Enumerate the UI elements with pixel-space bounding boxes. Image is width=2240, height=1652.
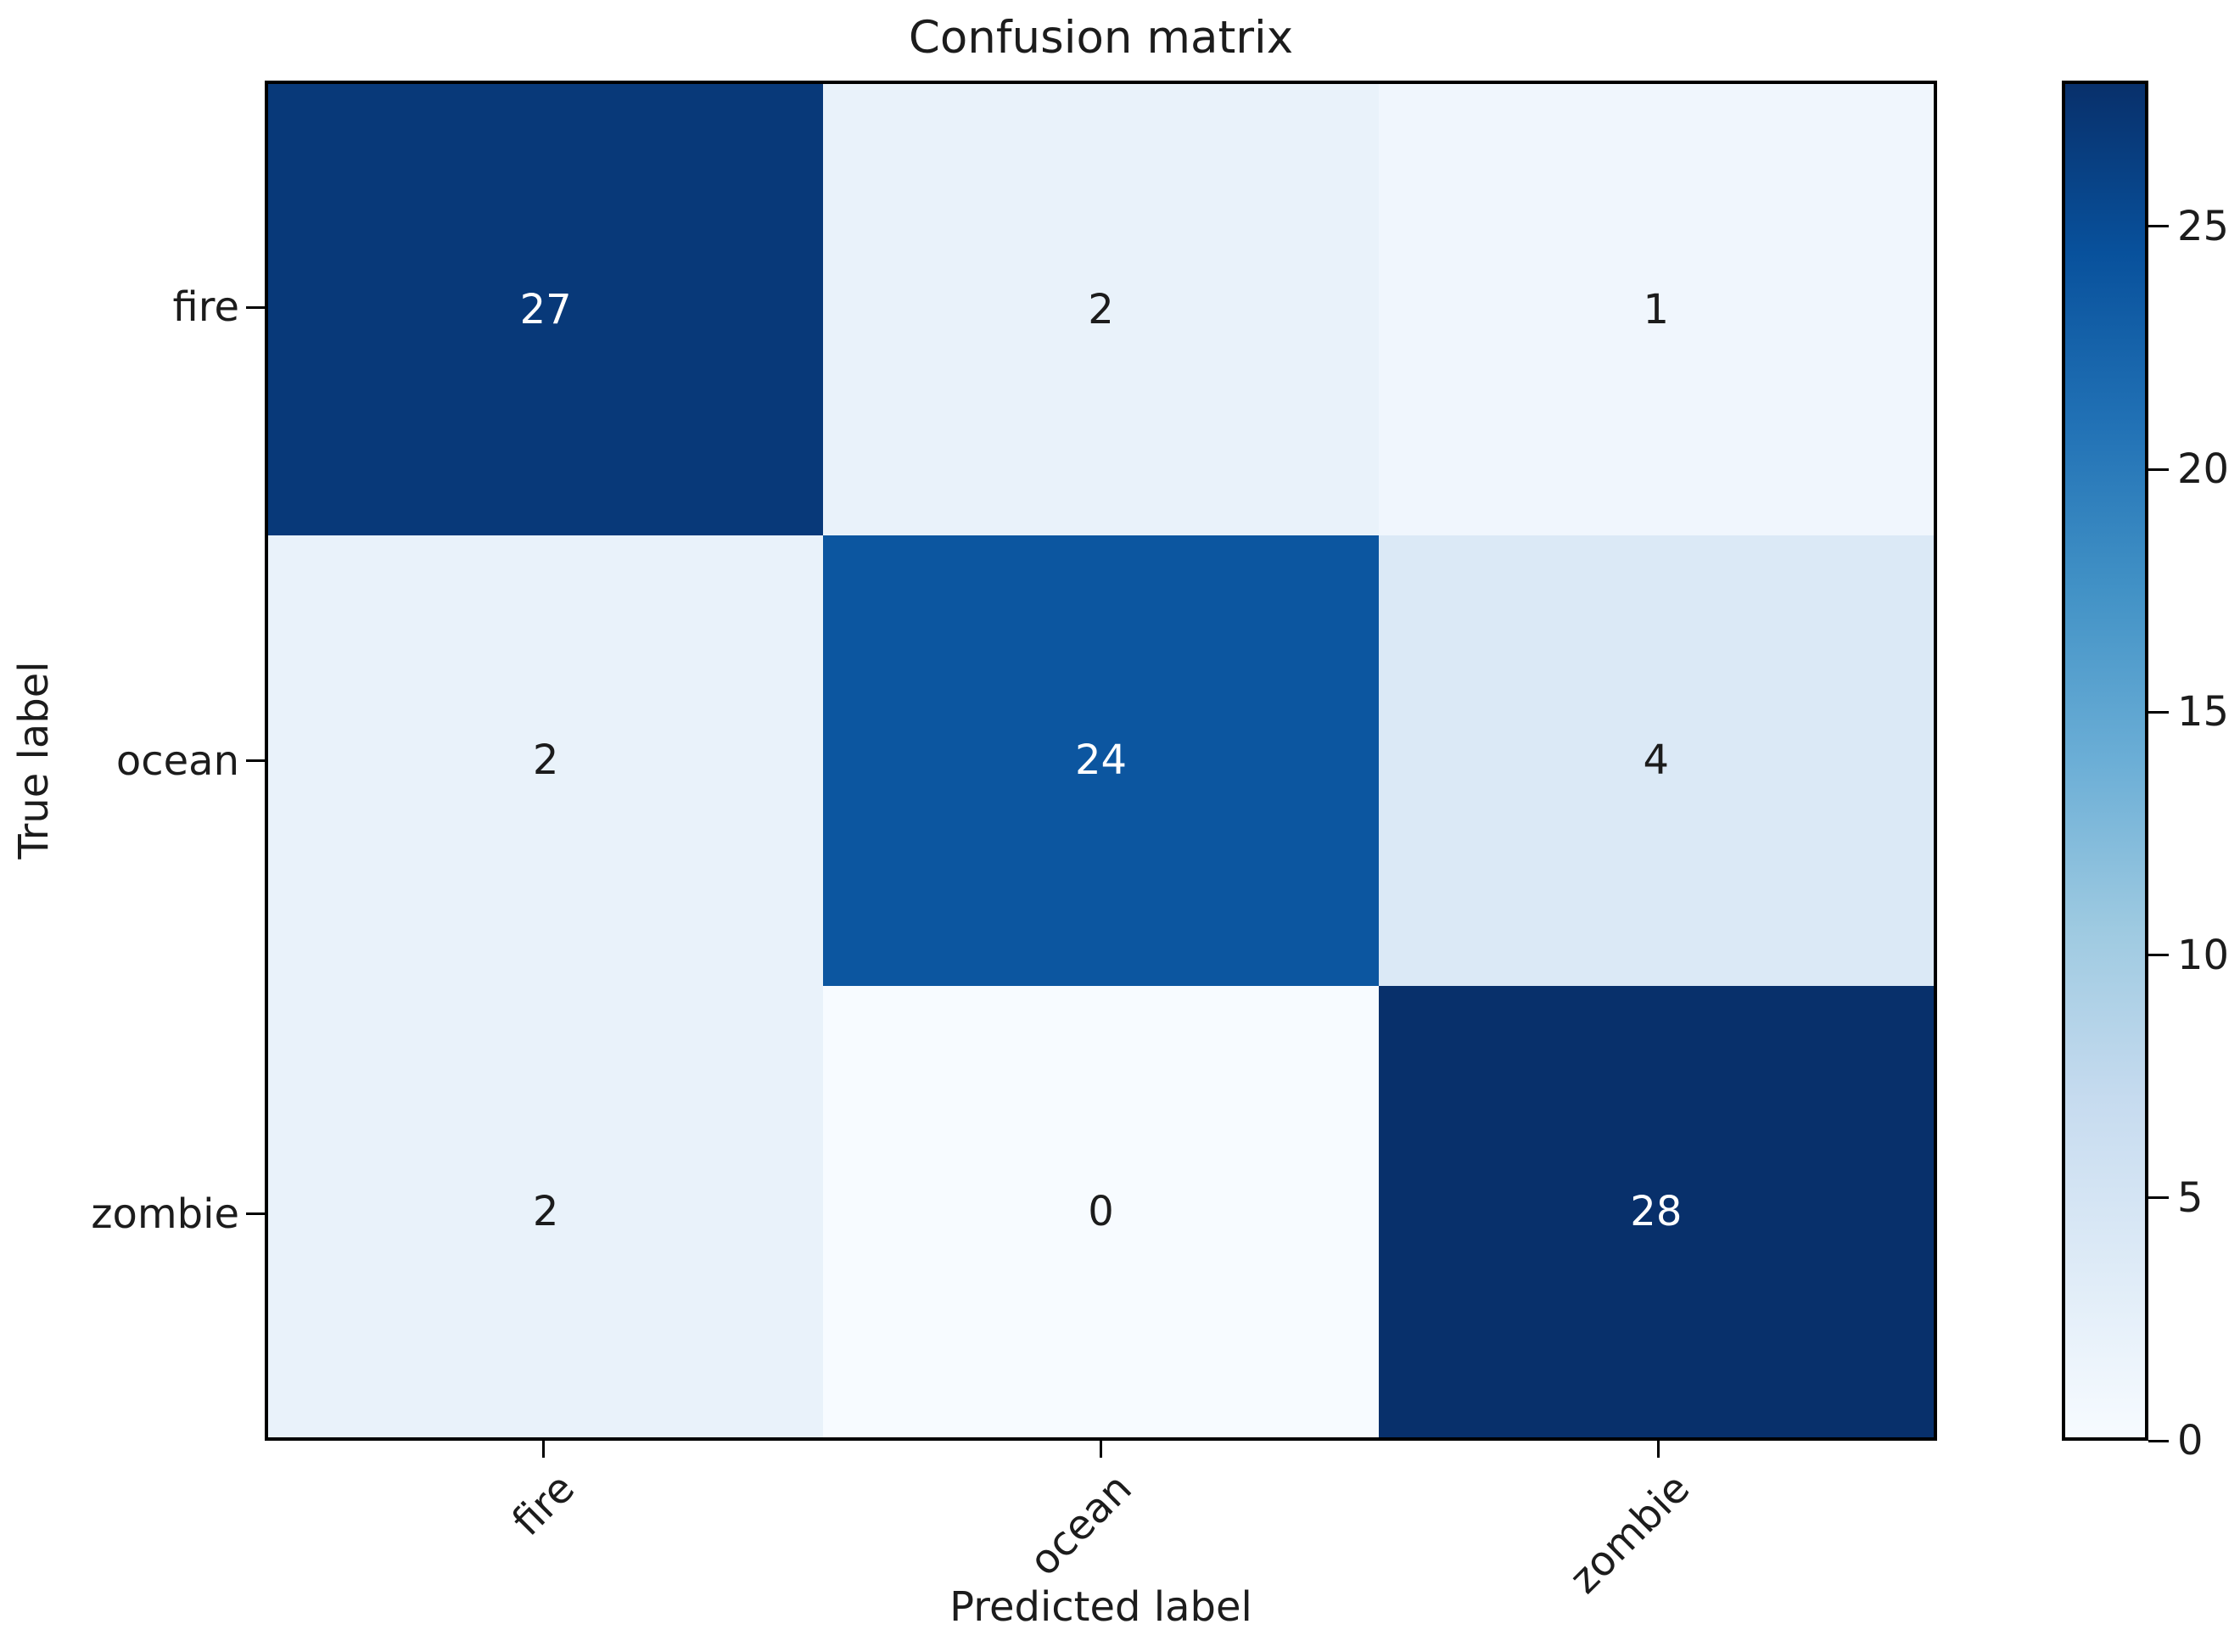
colorbar-tick-mark <box>2148 1439 2169 1442</box>
y-tick-mark <box>246 759 266 762</box>
y-tick-label: fire <box>172 283 239 332</box>
colorbar-tick-mark <box>2148 468 2169 471</box>
y-tick-label: zombie <box>91 1190 239 1238</box>
colorbar-tick-label: 10 <box>2177 931 2230 979</box>
colorbar-tick-mark <box>2148 225 2169 228</box>
colorbar-tick-label: 25 <box>2177 202 2230 250</box>
x-tick-label: zombie <box>1560 1464 1700 1604</box>
colorbar-tick-label: 5 <box>2177 1173 2204 1222</box>
chart-title: Confusion matrix <box>908 12 1294 64</box>
x-tick-mark <box>1100 1441 1102 1458</box>
y-tick-label: ocean <box>115 736 239 785</box>
heatmap-cell-zombie-zombie: 28 <box>1378 986 1934 1437</box>
heatmap-cell-fire-fire: 27 <box>268 84 824 535</box>
colorbar-tick-mark <box>2148 1196 2169 1200</box>
colorbar-tick-label: 15 <box>2177 688 2230 736</box>
heatmap-cell-fire-zombie: 1 <box>1378 84 1934 535</box>
heatmap-cell-ocean-fire: 2 <box>268 535 824 987</box>
x-tick-mark <box>542 1441 545 1458</box>
x-tick-label: ocean <box>1020 1464 1142 1586</box>
colorbar <box>2062 81 2148 1441</box>
colorbar-tick-mark <box>2148 710 2169 714</box>
heatmap-cell-zombie-fire: 2 <box>268 986 824 1437</box>
colorbar-tick-label: 20 <box>2177 445 2230 493</box>
x-tick-label: fire <box>503 1464 585 1546</box>
heatmap-plot: 27 2 1 2 24 4 2 0 28 <box>265 81 1937 1441</box>
heatmap-cell-fire-ocean: 2 <box>823 84 1379 535</box>
heatmap-cell-zombie-ocean: 0 <box>823 986 1379 1437</box>
colorbar-tick-mark <box>2148 954 2169 956</box>
colorbar-tick-label: 0 <box>2177 1417 2204 1464</box>
y-tick-mark <box>246 1212 266 1216</box>
y-tick-mark <box>246 305 266 309</box>
x-tick-mark <box>1657 1441 1660 1458</box>
heatmap-cell-ocean-ocean: 24 <box>823 535 1379 987</box>
x-axis-label: Predicted label <box>949 1583 1252 1631</box>
heatmap-cell-ocean-zombie: 4 <box>1378 535 1934 987</box>
